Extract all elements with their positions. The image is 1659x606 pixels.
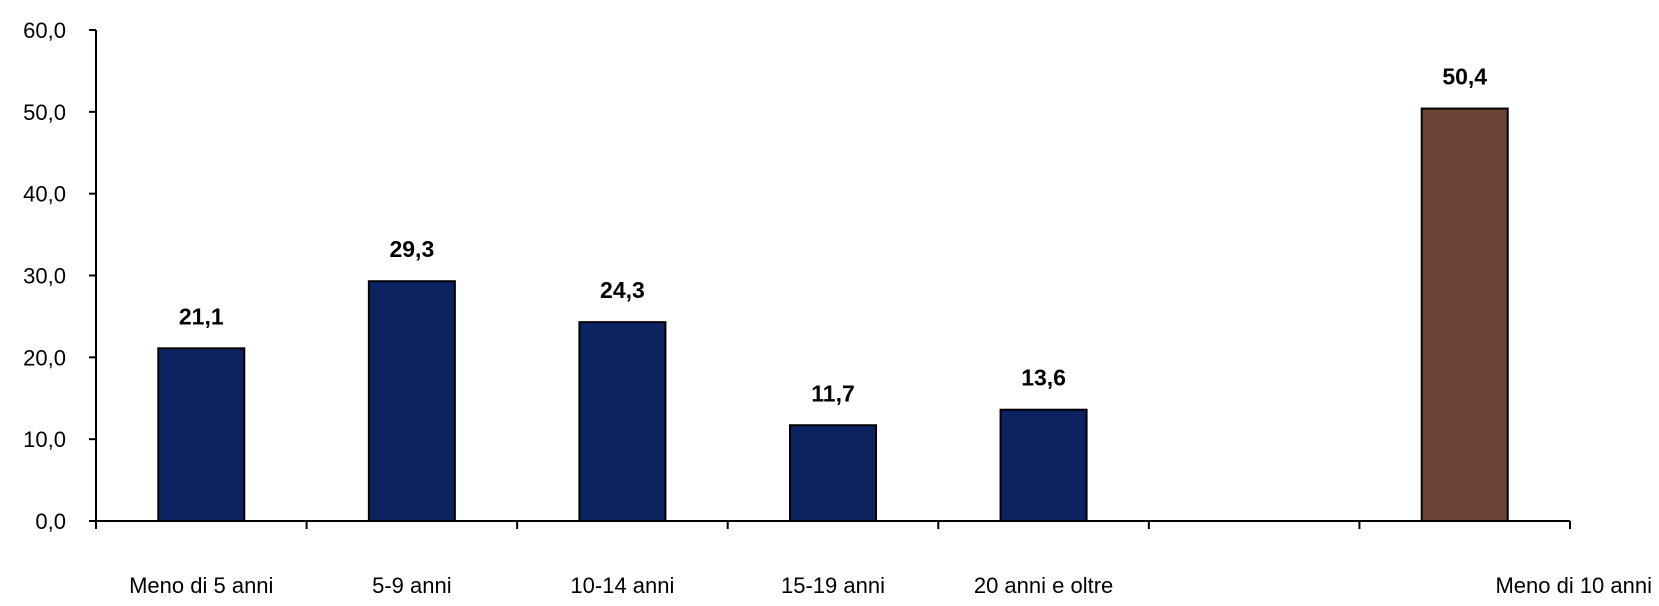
x-axis: [95, 520, 1571, 529]
data-label-1: 29,3: [389, 236, 434, 262]
y-tick-label: 0,0: [35, 509, 66, 534]
y-tick-label: 60,0: [23, 18, 66, 43]
bar-0: [157, 347, 246, 522]
data-label-0: 21,1: [179, 303, 224, 329]
data-label-6: 50,4: [1442, 64, 1487, 90]
bar-4: [999, 408, 1088, 522]
bar-2: [578, 321, 667, 522]
bars: [157, 107, 1509, 523]
data-label-4: 13,6: [1021, 365, 1066, 391]
y-tick-label: 30,0: [23, 264, 66, 289]
category-labels: Meno di 5 anni 5-9 anni 10-14 anni 15-19 an…: [129, 573, 1652, 598]
y-axis: 0,0 10,0 20,0 30,0 40,0 50,0 60,0: [23, 18, 97, 534]
category-label-6: Meno di 10 anni: [1495, 573, 1652, 598]
bar-1: [367, 280, 456, 522]
y-tick-label: 10,0: [23, 427, 66, 452]
category-label-2: 10-14 anni: [570, 573, 674, 598]
data-labels: 21,1 29,3 24,3 11,7 13,6 50,4: [179, 64, 1487, 407]
bar-6: [1420, 107, 1509, 522]
data-label-2: 24,3: [600, 277, 645, 303]
y-tick-label: 40,0: [23, 182, 66, 207]
bar-3: [789, 424, 877, 523]
category-label-1: 5-9 anni: [372, 573, 452, 598]
category-label-4: 20 anni e oltre: [974, 573, 1113, 598]
category-label-0: Meno di 5 anni: [129, 573, 273, 598]
data-label-3: 11,7: [811, 380, 855, 406]
category-label-3: 15-19 anni: [781, 573, 885, 598]
y-tick-label: 50,0: [23, 100, 66, 125]
y-tick-label: 20,0: [23, 345, 66, 370]
